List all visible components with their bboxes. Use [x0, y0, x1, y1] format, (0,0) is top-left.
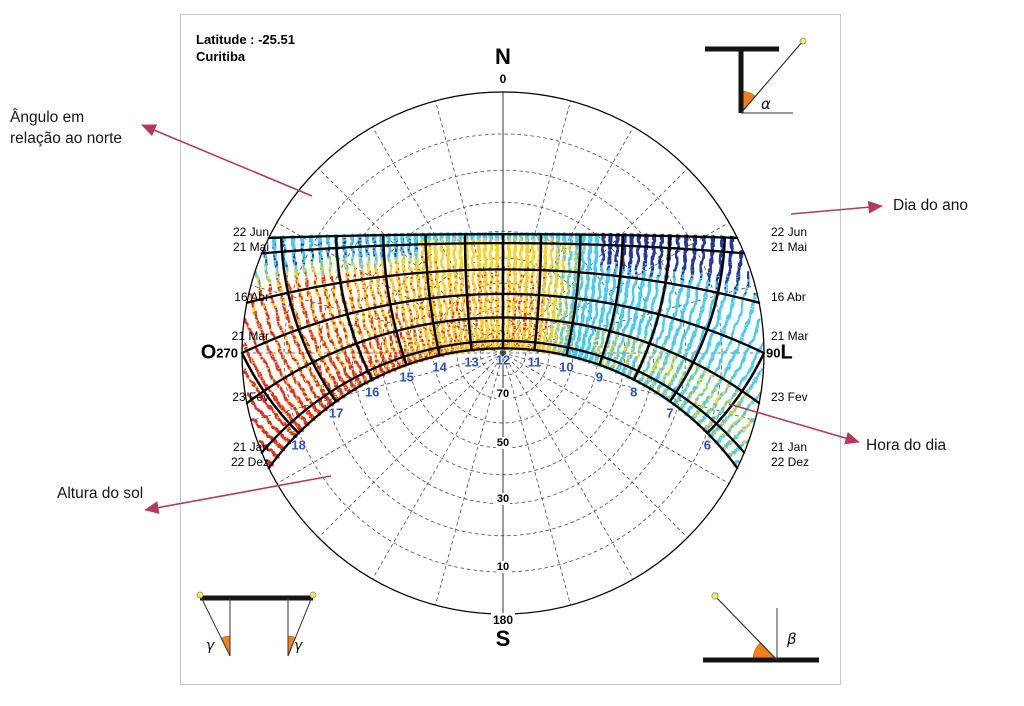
- hour-label-18: 18: [291, 437, 306, 453]
- date-label-west-21-jan: 21 Jan: [232, 439, 269, 454]
- city-label: Curitiba: [196, 48, 246, 64]
- hour-label-6: 6: [703, 437, 712, 453]
- compass-west: O: [200, 341, 217, 364]
- date-label-east-21-mai: 21 Mai: [771, 240, 808, 255]
- hour-label-13: 13: [464, 354, 479, 370]
- hour-label-15: 15: [399, 369, 414, 385]
- sun-dot-right: [309, 591, 317, 599]
- date-label-west-22-jun: 22 Jun: [232, 224, 269, 239]
- azimuth-label-east: 90: [766, 345, 781, 361]
- sun-ray-line: [714, 595, 778, 661]
- hour-label-9: 9: [595, 369, 603, 385]
- chart-header: Latitude : -25.51 Curitiba: [196, 32, 295, 66]
- angle-arc: [752, 642, 778, 661]
- altitude-label-30: 30: [495, 492, 511, 505]
- date-label-east-23-fev: 23 Fev: [771, 390, 808, 405]
- annotation-sun-altitude: Altura do sol: [57, 485, 144, 502]
- altitude-label-70: 70: [495, 388, 511, 401]
- beta-label: β: [786, 630, 797, 648]
- hour-label-16: 16: [364, 384, 380, 400]
- annotation-day-of-year: Dia do ano: [893, 197, 968, 214]
- azimuth-label-south: 180: [490, 613, 516, 627]
- annotation-azimuth-angle: Ângulo em relação ao norte: [10, 109, 123, 147]
- date-label-west-16-abr: 16 Abr: [234, 289, 269, 304]
- hour-label-10: 10: [559, 359, 574, 375]
- compass-west-group: O 270: [201, 342, 238, 365]
- date-label-west-22-dez: 22 Dez: [230, 455, 269, 470]
- hour-label-11: 11: [527, 354, 542, 370]
- sun-dot-left: [196, 591, 204, 599]
- date-label-east-22-dez: 22 Dez: [771, 455, 810, 470]
- altitude-label-50: 50: [495, 436, 511, 449]
- date-label-west-23-fev: 23 Fev: [232, 390, 269, 405]
- gamma-angles-icon: γ γ: [196, 591, 317, 657]
- chart-panel: Latitude : -25.51 Curitiba N 0 180 S O 27…: [180, 14, 841, 685]
- hour-label-7: 7: [666, 405, 674, 421]
- date-label-east-16-abr: 16 Abr: [771, 289, 806, 304]
- compass-north: N: [495, 44, 511, 69]
- gamma-right-label: γ: [294, 638, 303, 654]
- gamma-left-label: γ: [206, 638, 215, 654]
- compass-east: L: [780, 341, 793, 364]
- date-label-east-21-jan: 21 Jan: [771, 439, 808, 454]
- ray-left: [200, 596, 231, 657]
- altitude-angle-icon: β: [703, 592, 819, 663]
- azimuth-angle-icon: α: [705, 37, 807, 114]
- sun-dot: [711, 592, 719, 600]
- sun-ray-line: [740, 40, 804, 114]
- latitude-label: Latitude : -25.51: [196, 32, 295, 47]
- chart-labels-layer: N 0 180 S O 270 90 L 22 Jun 22 Jun 21 Mai 21 …: [181, 15, 840, 684]
- hour-label-8: 8: [630, 384, 638, 400]
- annotation-hour-of-day: Hora do dia: [866, 437, 947, 454]
- compass-south: S: [495, 626, 511, 651]
- date-label-east-22-jun: 22 Jun: [771, 224, 808, 239]
- hour-label-17: 17: [328, 405, 344, 421]
- date-label-east-21-mar: 21 Mar: [771, 329, 809, 343]
- azimuth-label-west: 270: [216, 345, 238, 361]
- date-label-west-21-mai: 21 Mai: [232, 240, 269, 255]
- ray-right: [287, 596, 313, 657]
- hour-label-14: 14: [432, 359, 447, 375]
- hour-label-12: 12: [495, 352, 511, 368]
- date-label-west-21-mar: 21 Mar: [231, 329, 269, 343]
- azimuth-label-north: 0: [497, 72, 509, 86]
- altitude-label-10: 10: [495, 561, 511, 573]
- alpha-label: α: [761, 95, 771, 113]
- compass-east-group: 90 L: [766, 342, 793, 365]
- sun-dot: [799, 37, 807, 45]
